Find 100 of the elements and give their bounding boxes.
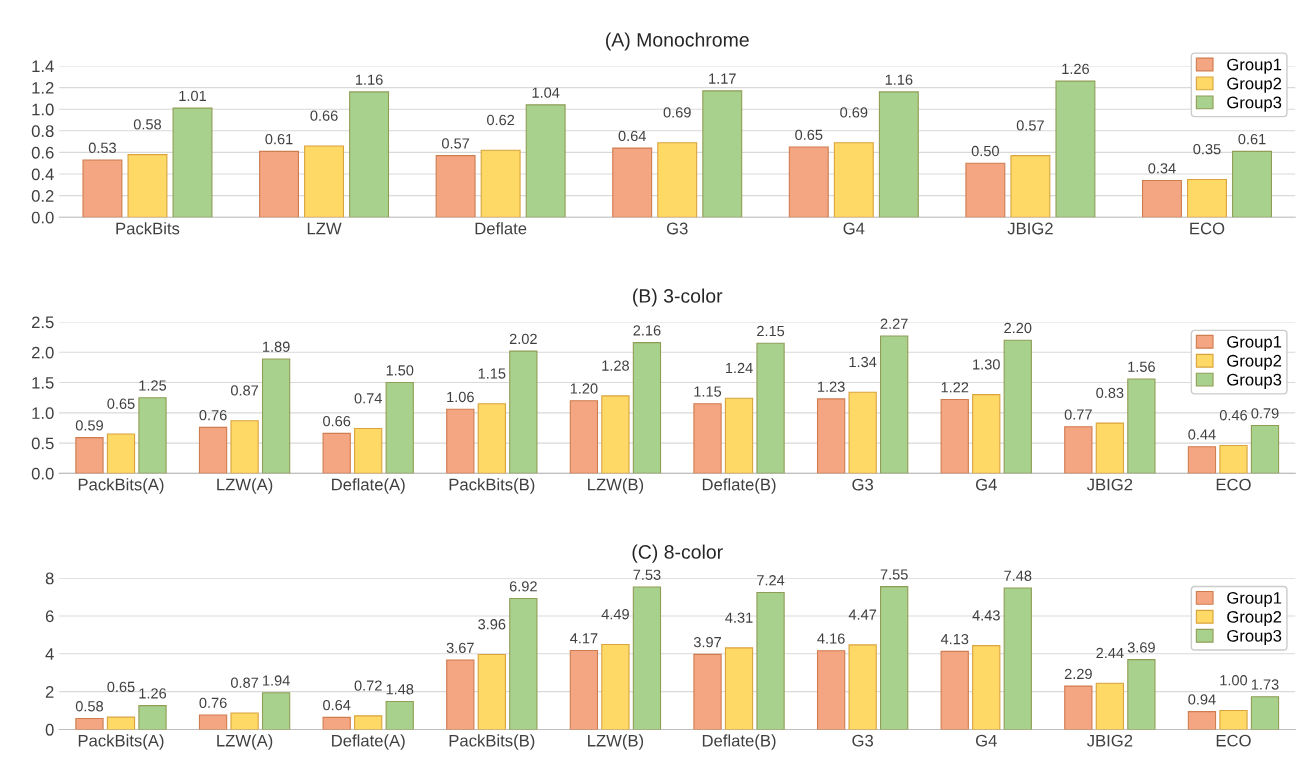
data-label: 7.55	[880, 569, 908, 580]
data-label: 3.67	[446, 642, 474, 653]
data-label: 1.15	[694, 386, 722, 397]
data-label: 0.58	[133, 119, 162, 130]
data-label: 4.13	[940, 633, 969, 645]
legend-label: Group3	[1227, 629, 1282, 645]
bar	[965, 162, 1006, 218]
data-label: 0.50	[971, 145, 999, 157]
y-tick-label: 2	[45, 686, 54, 698]
bar	[788, 146, 829, 218]
legend-label: Group1	[1227, 58, 1282, 74]
x-tick-label: LZW	[307, 222, 342, 235]
bar	[106, 716, 136, 730]
y-tick-label: 0	[45, 723, 54, 736]
bar	[878, 91, 919, 218]
x-tick-label: JBIG2	[1007, 222, 1053, 235]
bar	[1127, 378, 1156, 474]
bar	[385, 700, 414, 730]
bar	[1010, 155, 1051, 218]
data-label: 0.59	[75, 420, 103, 431]
bar	[848, 391, 877, 474]
data-label: 7.53	[633, 569, 661, 580]
bar	[198, 426, 228, 474]
y-tick-label: 8	[45, 572, 54, 585]
data-label: 0.76	[199, 409, 227, 421]
data-label: 0.62	[487, 114, 515, 126]
data-label: 0.76	[199, 697, 227, 709]
bar	[198, 714, 228, 730]
bar	[569, 650, 599, 730]
chart-title: (A) Monochrome	[606, 32, 749, 51]
data-label: 0.53	[88, 142, 116, 153]
x-tick-label: G3	[852, 478, 874, 491]
data-label: 0.69	[663, 107, 691, 118]
data-label: 1.30	[973, 359, 1000, 370]
bar	[509, 597, 538, 730]
x-tick-label: ECO	[1216, 734, 1251, 747]
bar	[657, 142, 698, 218]
data-label: 1.17	[709, 73, 736, 84]
data-label: 0.64	[618, 130, 646, 142]
bar	[1064, 426, 1093, 474]
x-tick-label: LZW(A)	[217, 478, 273, 494]
bar	[75, 717, 104, 730]
data-label: 1.16	[885, 74, 913, 85]
bar	[230, 712, 259, 730]
data-label: 1.73	[1251, 679, 1279, 690]
y-tick-label: 1.2	[32, 81, 54, 94]
data-label: 1.28	[602, 360, 629, 371]
data-label: 4.49	[601, 609, 629, 620]
data-label: 2.15	[757, 325, 785, 337]
y-tick-label: 0.8	[31, 125, 54, 138]
y-tick-label: 1.5	[32, 377, 54, 389]
bar	[322, 432, 351, 474]
bar	[1095, 682, 1125, 730]
bar	[354, 428, 383, 474]
bar	[525, 104, 566, 218]
x-tick-label: Deflate(B)	[702, 478, 776, 494]
data-label: 0.35	[1193, 144, 1221, 155]
bar	[601, 395, 630, 474]
y-tick-label: 6	[45, 610, 54, 623]
bar	[1003, 587, 1032, 730]
data-label: 0.66	[310, 110, 338, 121]
data-label: 2.16	[633, 325, 661, 336]
data-label: 2.27	[880, 318, 908, 329]
y-tick-label: 0.5	[31, 437, 54, 450]
data-label: 7.48	[1004, 570, 1032, 581]
bar	[1187, 711, 1217, 730]
legend-label: Group1	[1227, 335, 1282, 351]
data-label: 3.96	[478, 619, 506, 630]
y-tick-label: 0.0	[31, 211, 54, 224]
data-label: 0.65	[107, 681, 135, 693]
bar	[230, 420, 259, 474]
legend-label: Group2	[1227, 77, 1282, 93]
bar	[106, 433, 136, 474]
data-label: 0.72	[354, 680, 382, 691]
x-tick-label: LZW(B)	[588, 478, 644, 494]
data-label: 1.25	[139, 380, 167, 391]
bar	[1055, 80, 1096, 218]
x-tick-label: G3	[666, 222, 688, 235]
bar	[632, 342, 662, 474]
legend-label: Group3	[1227, 96, 1282, 112]
bar	[349, 91, 390, 218]
bar	[82, 159, 123, 218]
data-label: 1.34	[849, 356, 877, 368]
data-label: 0.57	[1016, 120, 1044, 131]
y-tick-label: 0.4	[31, 168, 54, 181]
legend-label: Group1	[1227, 591, 1282, 608]
bar	[724, 647, 754, 730]
data-label: 1.22	[941, 382, 969, 393]
data-label: 1.06	[447, 391, 474, 403]
data-label: 0.65	[107, 398, 135, 409]
data-label: 0.65	[795, 129, 823, 140]
bar	[1127, 659, 1156, 730]
bar	[816, 398, 846, 474]
data-label: 1.48	[386, 684, 414, 695]
x-tick-label: JBIG2	[1086, 478, 1133, 491]
data-label: 1.20	[570, 383, 598, 394]
data-label: 1.56	[1128, 361, 1155, 372]
data-label: 1.89	[263, 341, 290, 352]
data-label: 1.16	[356, 74, 383, 85]
bar	[756, 342, 785, 474]
